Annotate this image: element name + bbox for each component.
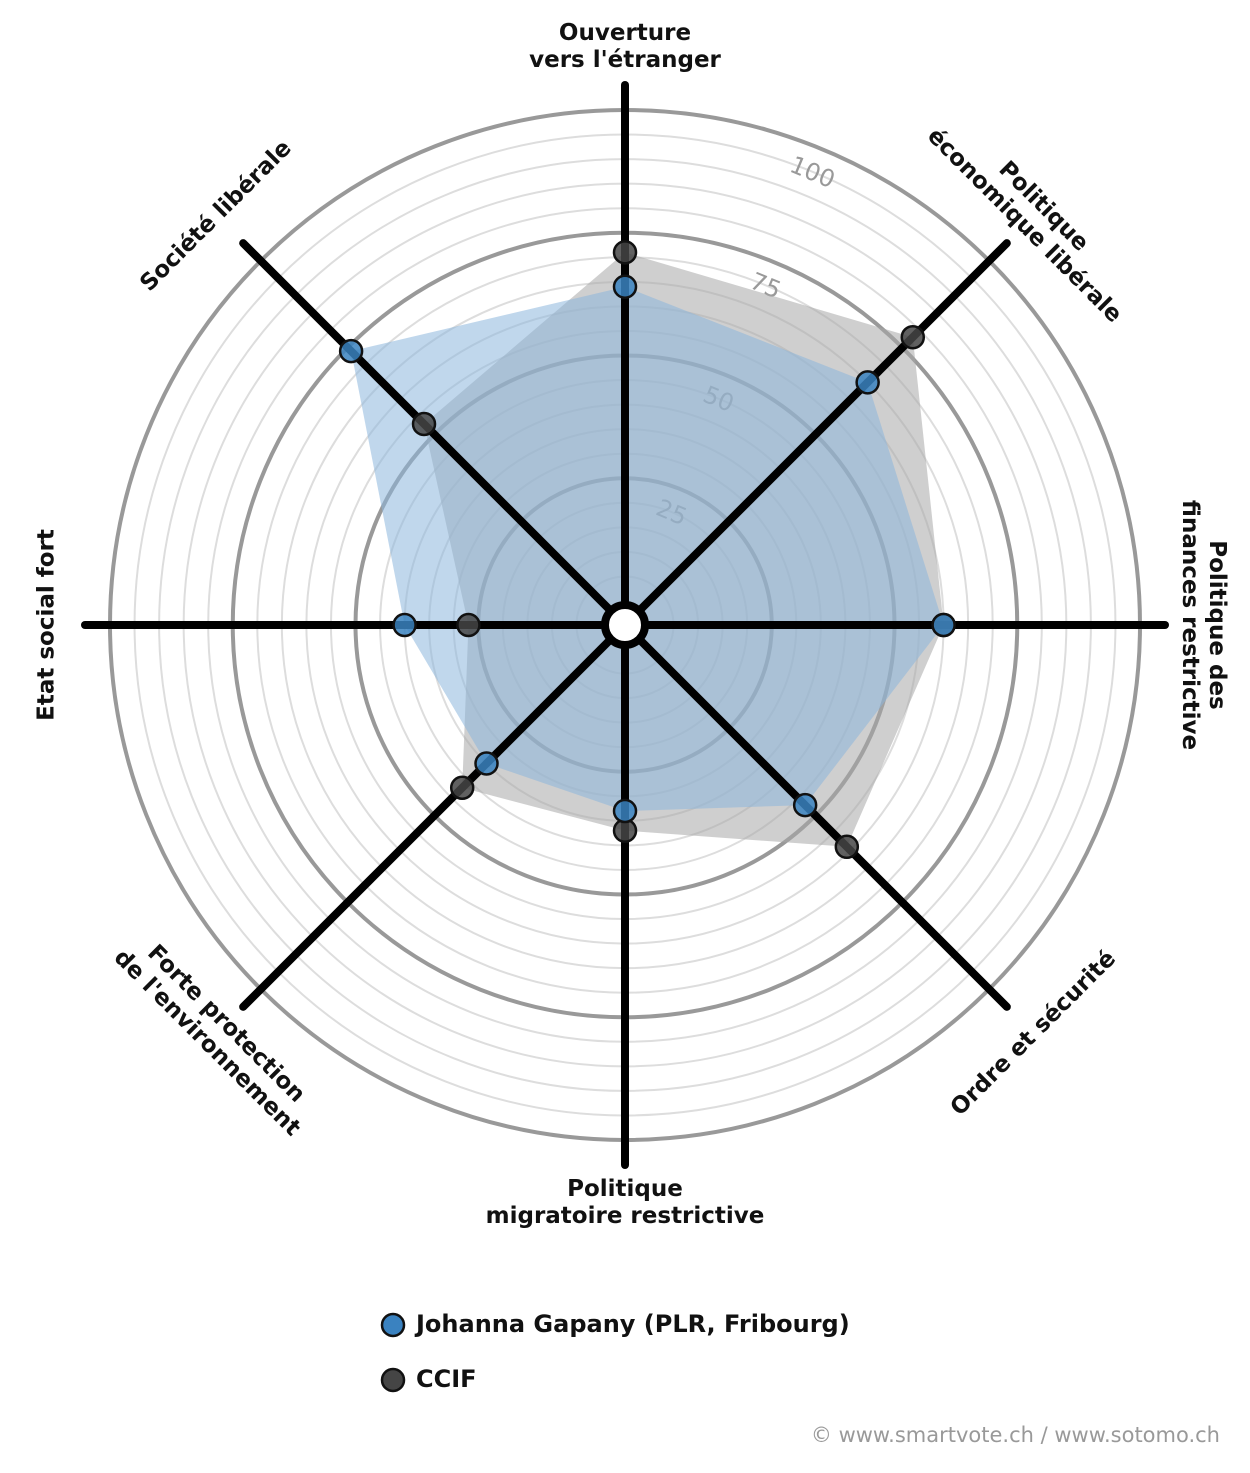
marker <box>474 751 499 776</box>
marker <box>855 370 880 395</box>
legend-marker <box>380 1312 406 1338</box>
marker <box>612 798 638 824</box>
marker <box>792 792 818 818</box>
marker <box>456 612 481 638</box>
legend-label: Johanna Gapany (PLR, Fribourg) <box>414 1310 850 1338</box>
spoke <box>239 637 613 1011</box>
axis-label-line: vers l'étranger <box>529 47 721 73</box>
spoke <box>637 637 1011 1011</box>
spoke <box>637 239 1011 613</box>
marker <box>338 338 364 364</box>
marker <box>612 240 638 265</box>
axis-label-line: Politique des <box>1204 540 1230 710</box>
legend-marker <box>380 1367 406 1393</box>
credit: © www.smartvote.ch / www.sotomo.ch <box>811 1423 1220 1447</box>
axis-label: Etat social fort <box>34 529 60 721</box>
center <box>601 601 649 649</box>
marker <box>900 324 926 350</box>
axis-label-line: migratoire restrictive <box>486 1203 765 1229</box>
marker <box>834 834 860 860</box>
axis-label-line: Ouverture <box>559 20 691 46</box>
marker <box>612 274 638 300</box>
legend-label: CCIF <box>416 1365 477 1393</box>
marker <box>411 411 437 437</box>
marker <box>931 612 956 638</box>
r-tick-label: 100 <box>786 151 839 194</box>
axis-label-line: Etat social fort <box>34 529 60 721</box>
marker <box>449 775 475 801</box>
marker <box>392 612 417 638</box>
series-area <box>351 286 944 812</box>
axis-label-line: finances restrictive <box>1177 500 1203 750</box>
axis-label-line: Politique <box>567 1176 683 1202</box>
